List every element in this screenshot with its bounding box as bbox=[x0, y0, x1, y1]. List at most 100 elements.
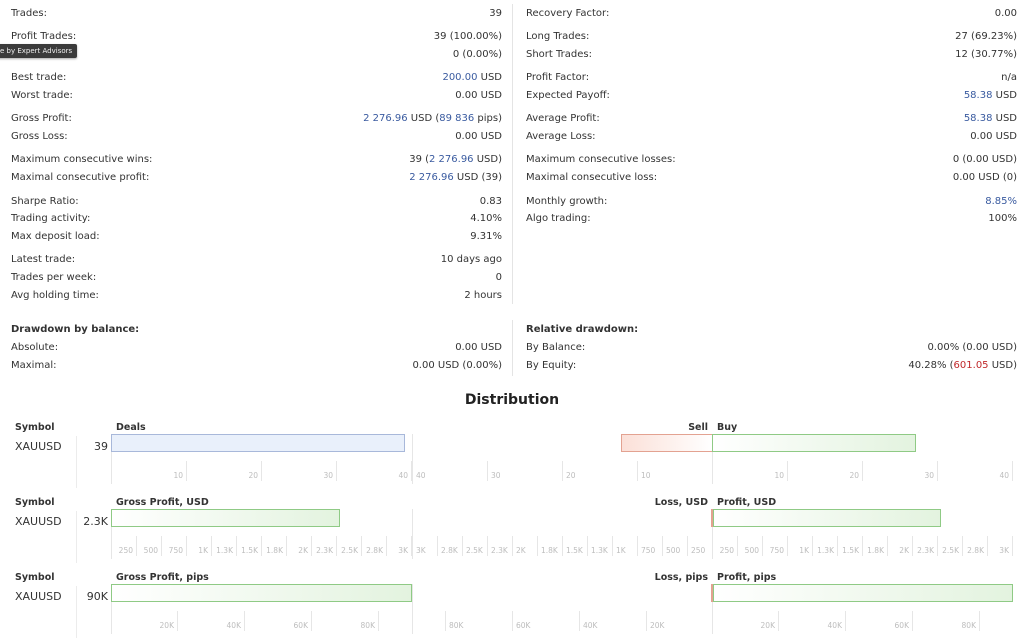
symbol-header: Symbol bbox=[15, 422, 55, 433]
axis-tick: 250 bbox=[111, 536, 137, 556]
stat-max-consecutive-losses: Maximum consecutive losses: 0 (0.00 USD) bbox=[526, 154, 1017, 165]
stat-algo-trading: Algo trading: 100% bbox=[526, 213, 1017, 224]
axis-tick: 2.3K bbox=[312, 536, 337, 556]
axis-tick: 20K bbox=[712, 611, 779, 631]
axis-tick: 80K bbox=[445, 611, 512, 631]
gross-profit-usd-header: Gross Profit, USD bbox=[116, 497, 209, 508]
axis-tick: 30 bbox=[262, 461, 337, 481]
deals-total: 39 bbox=[94, 440, 108, 453]
buy-header: Buy bbox=[717, 422, 738, 433]
axis-tick: 10 bbox=[111, 461, 187, 481]
profit-pips-header: Profit, pips bbox=[717, 572, 777, 583]
axis-tick: 500 bbox=[738, 536, 763, 556]
stat-worst-trade: Worst trade: 0.00 USD bbox=[11, 90, 502, 101]
axis-tick: 2.5K bbox=[938, 536, 963, 556]
axis-zero-line bbox=[111, 509, 112, 559]
stat-best-trade: Best trade: 200.00 USD bbox=[11, 72, 502, 83]
drawdown-absolute: Absolute: 0.00 USD bbox=[11, 342, 502, 353]
deals-header: Deals bbox=[116, 422, 146, 433]
axis-tick: 40K bbox=[178, 611, 245, 631]
loss-usd-bar[interactable] bbox=[711, 509, 713, 527]
column-divider bbox=[512, 4, 513, 304]
axis-tick: 750 bbox=[763, 536, 788, 556]
axis-tick: 1.8K bbox=[262, 536, 287, 556]
gross-profit-pips-header: Gross Profit, pips bbox=[116, 572, 209, 583]
axis-tick: 1.3K bbox=[587, 536, 612, 556]
stat-average-profit: Average Profit: 58.38 USD bbox=[526, 113, 1017, 124]
axis-line bbox=[412, 509, 413, 559]
sell-header: Sell bbox=[688, 422, 708, 433]
drawdown-relative-title: Relative drawdown: bbox=[526, 324, 639, 335]
axis-tick: 60K bbox=[512, 611, 579, 631]
axis-tick: 3K bbox=[988, 536, 1013, 556]
profit-usd-bar[interactable] bbox=[713, 509, 941, 527]
stat-profit-trades: Profit Trades: 39 (100.00%) bbox=[11, 31, 502, 42]
axis-tick: 3K bbox=[412, 536, 437, 556]
gross-profit-pips-bar[interactable] bbox=[111, 584, 412, 602]
loss-pips-header: Loss, pips bbox=[654, 572, 708, 583]
gross-profit-usd-bar[interactable] bbox=[111, 509, 340, 527]
deals-bar[interactable] bbox=[111, 434, 405, 452]
axis-zero-line bbox=[111, 434, 112, 484]
axis-tick: 10 bbox=[712, 461, 788, 481]
axis-tick: 80K bbox=[913, 611, 980, 631]
symbol-header: Symbol bbox=[15, 497, 55, 508]
drawdown-balance: Drawdown by balance: Absolute: 0.00 USD … bbox=[11, 322, 502, 378]
stat-loss-trades: Loss Trades: 0 (0.00%) bbox=[11, 49, 502, 60]
loss-pips-bar[interactable] bbox=[711, 584, 713, 602]
profit-pips-bar[interactable] bbox=[713, 584, 1013, 602]
axis-tick: 1.3K bbox=[212, 536, 237, 556]
right-stats-column: Recovery Factor: 0.00 Long Trades: 27 (6… bbox=[526, 0, 1017, 230]
distribution-title: Distribution bbox=[464, 392, 560, 408]
axis-tick: 1K bbox=[612, 536, 637, 556]
drawdown-relative: Relative drawdown: By Balance: 0.00% (0.… bbox=[526, 322, 1017, 378]
axis-center-line bbox=[712, 509, 713, 559]
buy-bar[interactable] bbox=[712, 434, 916, 452]
axis-tick: 60K bbox=[245, 611, 312, 631]
axis-tick: 2.8K bbox=[362, 536, 387, 556]
axis-tick: 20 bbox=[187, 461, 262, 481]
axis-tick: 1.8K bbox=[537, 536, 562, 556]
axis-tick: 20K bbox=[646, 611, 712, 631]
axis-tick: 40K bbox=[779, 611, 846, 631]
stat-sharpe-ratio: Sharpe Ratio: 0.83 bbox=[11, 196, 502, 207]
stat-avg-holding-time: Avg holding time: 2 hours bbox=[11, 290, 502, 301]
axis-tick: 2.8K bbox=[963, 536, 988, 556]
axis-tick: 250 bbox=[687, 536, 712, 556]
stat-trades: Trades: 39 bbox=[11, 8, 502, 19]
stat-monthly-growth: Monthly growth: 8.85% bbox=[526, 196, 1017, 207]
axis-tick: 40K bbox=[579, 611, 646, 631]
stat-gross-profit: Gross Profit: 2 276.96 USD (89 836 pips) bbox=[11, 113, 502, 124]
stat-short-trades: Short Trades: 12 (30.77%) bbox=[526, 49, 1017, 60]
stat-maximal-consecutive-profit: Maximal consecutive profit: 2 276.96 USD… bbox=[11, 172, 502, 183]
stat-max-consecutive-wins: Maximum consecutive wins: 39 (2 276.96 U… bbox=[11, 154, 502, 165]
symbol-header: Symbol bbox=[15, 572, 55, 583]
axis-tick: 1K bbox=[187, 536, 212, 556]
axis-zero-line bbox=[111, 584, 112, 634]
axis-tick: 30 bbox=[863, 461, 938, 481]
axis-tick: 2.5K bbox=[337, 536, 362, 556]
axis-tick: 1.8K bbox=[863, 536, 888, 556]
stat-expected-payoff: Expected Payoff: 58.38 USD bbox=[526, 90, 1017, 101]
axis-tick: 40 bbox=[337, 461, 412, 481]
stat-average-loss: Average Loss: 0.00 USD bbox=[526, 131, 1017, 142]
sell-bar[interactable] bbox=[621, 434, 713, 452]
axis-tick: 2K bbox=[888, 536, 913, 556]
axis-tick: 10 bbox=[637, 461, 712, 481]
axis-tick: 3K bbox=[387, 536, 412, 556]
axis-tick: 250 bbox=[712, 536, 738, 556]
symbol-name: XAUUSD bbox=[15, 590, 62, 603]
symbol-name: XAUUSD bbox=[15, 440, 62, 453]
symbol-separator bbox=[76, 436, 77, 488]
axis-tick: 750 bbox=[637, 536, 662, 556]
axis-tick: 2K bbox=[287, 536, 312, 556]
loss-usd-header: Loss, USD bbox=[654, 497, 708, 508]
axis-tick: 500 bbox=[137, 536, 162, 556]
stat-recovery-factor: Recovery Factor: 0.00 bbox=[526, 8, 1017, 19]
axis-tick: 1.5K bbox=[237, 536, 262, 556]
distribution-profit-usd: Symbol XAUUSD 2.3K Gross Profit, USD 250… bbox=[0, 496, 1024, 566]
profit-usd-header: Profit, USD bbox=[717, 497, 777, 508]
axis-tick: 1.5K bbox=[562, 536, 587, 556]
axis-tick: 500 bbox=[662, 536, 687, 556]
axis-line bbox=[412, 584, 413, 634]
